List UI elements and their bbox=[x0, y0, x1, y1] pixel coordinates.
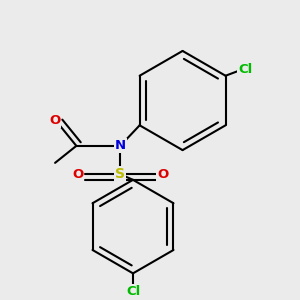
Text: O: O bbox=[157, 168, 168, 181]
Text: O: O bbox=[72, 168, 83, 181]
Text: Cl: Cl bbox=[238, 63, 253, 76]
Text: S: S bbox=[115, 167, 125, 181]
Text: O: O bbox=[49, 114, 60, 127]
Text: Cl: Cl bbox=[126, 285, 140, 298]
Text: N: N bbox=[115, 140, 126, 152]
